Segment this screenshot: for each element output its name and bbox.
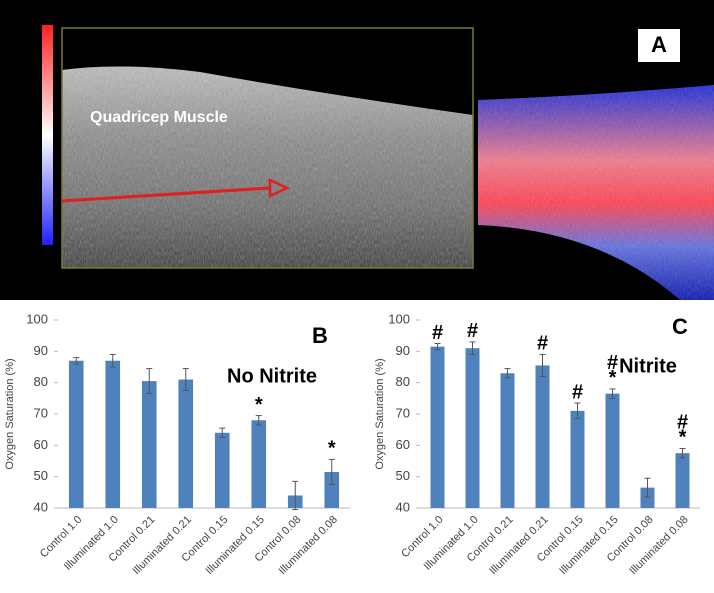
y-axis-label: Oxygen Saturation (%): [4, 358, 16, 469]
ultrasound-texture: [62, 66, 473, 268]
panel-a: A Quadricep Muscle: [0, 0, 714, 300]
bar: [535, 365, 550, 508]
y-tick-label: 70: [396, 405, 410, 420]
bar: [500, 373, 515, 508]
bar: [430, 346, 445, 508]
photoacoustic-texture: [478, 85, 714, 300]
muscle-annotation: Quadricep Muscle: [90, 109, 228, 126]
y-tick-label: 50: [34, 468, 48, 483]
chart-subtitle: No Nitrite: [227, 365, 317, 387]
bar: [675, 453, 690, 508]
bar: [178, 379, 194, 508]
bar: [605, 393, 620, 508]
y-tick-label: 40: [34, 499, 48, 514]
panel-label-box: [305, 321, 335, 353]
significance-marker: #: [677, 412, 688, 434]
panel-label: A: [651, 32, 667, 57]
y-tick-label: 100: [388, 311, 410, 326]
significance-marker: *: [255, 394, 263, 416]
significance-marker: #: [607, 352, 618, 374]
color-bar: [42, 25, 53, 245]
significance-marker: #: [432, 322, 443, 344]
arrow-shaft: [61, 186, 271, 203]
region-box: [61, 27, 474, 269]
y-tick-label: 60: [34, 437, 48, 452]
bar: [105, 360, 121, 508]
y-tick-label: 70: [34, 405, 48, 420]
significance-marker: *: [679, 427, 687, 449]
chart-subtitle: Nitrite: [619, 355, 677, 377]
significance-marker: #: [572, 381, 583, 403]
panel-label-box: [665, 312, 695, 344]
y-tick-label: 90: [396, 343, 410, 358]
y-tick-label: 40: [396, 499, 410, 514]
bar: [68, 360, 84, 508]
bar: [465, 348, 480, 508]
y-axis-label: Oxygen Saturation (%): [374, 358, 386, 469]
bar: [570, 410, 585, 508]
y-tick-label: 100: [26, 311, 48, 326]
panel-label: B: [312, 323, 328, 348]
y-tick-label: 60: [396, 437, 410, 452]
bar: [214, 432, 230, 508]
bar: [640, 487, 655, 508]
y-tick-label: 50: [396, 468, 410, 483]
significance-marker: *: [609, 367, 617, 389]
bar: [141, 381, 157, 508]
significance-marker: #: [467, 320, 478, 342]
significance-marker: *: [328, 438, 336, 460]
y-tick-label: 90: [34, 343, 48, 358]
panel-label-box: [638, 29, 680, 62]
bar: [324, 471, 340, 508]
significance-marker: #: [537, 333, 548, 355]
y-tick-label: 80: [396, 374, 410, 389]
panel-label: C: [672, 314, 688, 339]
bar: [251, 420, 267, 508]
arrow-head: [268, 178, 290, 198]
y-tick-label: 80: [34, 374, 48, 389]
